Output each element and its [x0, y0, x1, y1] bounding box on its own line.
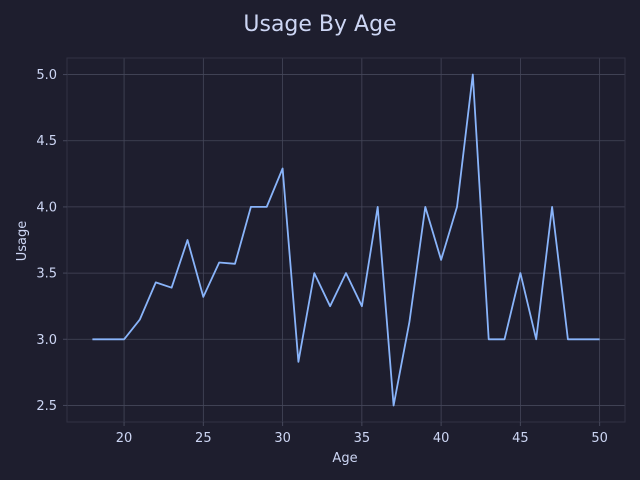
plot-frame: [66, 57, 626, 423]
x-tick-label: 35: [354, 431, 371, 446]
x-tick-label: 25: [195, 431, 212, 446]
y-axis-ticks: 2.5 3.0 3.5 4.0 4.5 5.0: [36, 68, 67, 414]
y-tick-label: 5.0: [36, 68, 57, 83]
series-line: [92, 73, 600, 407]
grid: [67, 58, 625, 422]
x-tick-label: 30: [274, 431, 291, 446]
y-tick-label: 2.5: [36, 399, 57, 414]
y-tick-label: 4.5: [36, 134, 57, 149]
chart-title: Usage By Age: [243, 12, 396, 37]
x-tick-label: 20: [116, 431, 133, 446]
series-group: [92, 73, 600, 407]
x-axis-label: Age: [332, 451, 357, 466]
y-tick-label: 3.0: [36, 333, 57, 348]
y-axis-label: Usage: [15, 221, 30, 262]
y-tick-label: 4.0: [36, 200, 57, 215]
y-tick-label: 3.5: [36, 267, 57, 282]
x-axis-ticks: 20 25 30 35 40 45 50: [116, 422, 608, 446]
x-tick-label: 45: [512, 431, 529, 446]
x-tick-label: 40: [433, 431, 450, 446]
x-tick-label: 50: [591, 431, 608, 446]
